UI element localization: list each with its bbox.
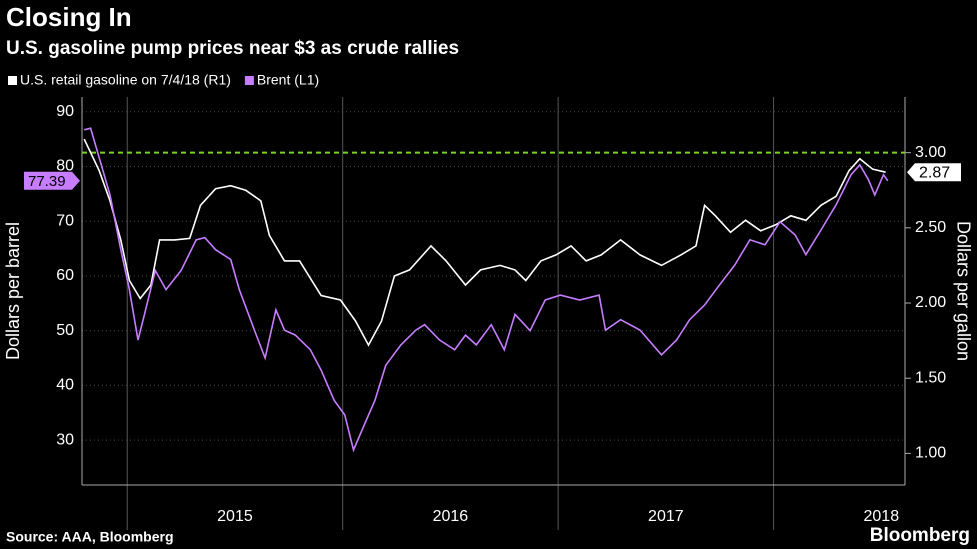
legend-label: U.S. retail gasoline on 7/4/18 (R1) <box>20 72 231 88</box>
chart-subtitle: U.S. gasoline pump prices near $3 as cru… <box>6 38 459 59</box>
x-tick-label: 2018 <box>864 508 900 525</box>
legend-swatch <box>8 76 17 85</box>
y-axis-label: Dollars per barrel <box>3 222 23 360</box>
x-tick-label: 2016 <box>433 508 469 525</box>
y-tick-label: 90 <box>56 103 74 120</box>
chart-title: Closing In <box>6 2 132 32</box>
y2-tick-label: 1.50 <box>915 369 946 386</box>
series-line <box>83 138 886 347</box>
y2-tick-label: 2.50 <box>915 219 946 236</box>
y-tick-label: 80 <box>56 158 74 175</box>
y2-tick-label: 2.00 <box>915 294 946 311</box>
y2-tick-label: 3.00 <box>915 144 946 161</box>
brand: Bloomberg <box>870 525 970 546</box>
legend-label: Brent (L1) <box>257 72 319 88</box>
y-tick-label: 50 <box>56 322 74 339</box>
last-value-label: 77.39 <box>28 173 66 190</box>
y-tick-label: 70 <box>56 212 74 229</box>
y2-axis-label: Dollars per gallon <box>953 221 973 361</box>
y2-tick-label: 1.00 <box>915 445 946 462</box>
source: Source: AAA, Bloomberg <box>6 529 174 545</box>
last-value-label: 2.87 <box>919 164 950 181</box>
y-tick-label: 40 <box>56 377 74 394</box>
x-tick-label: 2015 <box>217 508 253 525</box>
x-tick-label: 2017 <box>648 508 684 525</box>
last-value-tag <box>24 171 80 190</box>
series-line <box>84 127 889 453</box>
legend-swatch <box>244 76 254 85</box>
last-value-tag <box>907 163 961 182</box>
y-tick-label: 60 <box>56 267 74 284</box>
y-tick-label: 30 <box>56 431 74 448</box>
